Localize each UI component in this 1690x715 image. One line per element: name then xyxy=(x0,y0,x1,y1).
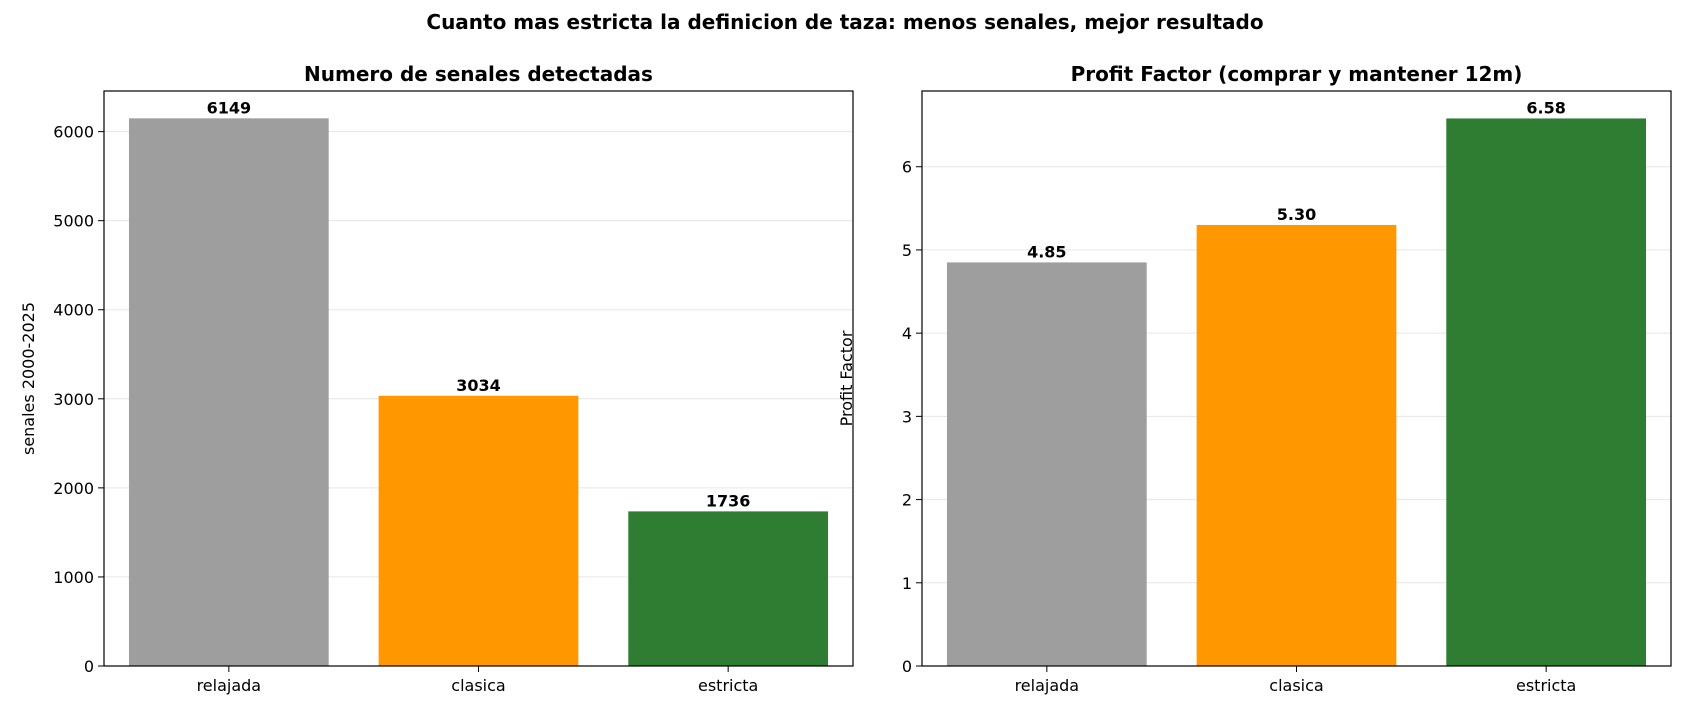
data-label: 6.58 xyxy=(1526,98,1565,117)
y-tick-label: 2000 xyxy=(53,479,94,498)
y-tick-label: 1 xyxy=(902,574,912,593)
y-tick-label: 0 xyxy=(902,657,912,676)
y-tick-label: 5000 xyxy=(53,212,94,231)
x-tick-label: estricta xyxy=(698,676,758,695)
axes-title: Numero de senales detectadas xyxy=(304,62,653,86)
x-tick-label: clasica xyxy=(1269,676,1323,695)
bar-signals-relajada xyxy=(128,118,329,667)
y-tick-label: 4 xyxy=(902,324,912,343)
y-tick-label: 4000 xyxy=(53,301,94,320)
y-tick-label: 3 xyxy=(902,407,912,426)
x-tick-label: clasica xyxy=(451,676,505,695)
data-label: 6149 xyxy=(207,98,252,117)
data-label: 4.85 xyxy=(1027,242,1066,261)
x-tick-label: estricta xyxy=(1516,676,1576,695)
figure-suptitle: Cuanto mas estricta la definicion de taz… xyxy=(426,10,1263,34)
y-axis-label: senales 2000-2025 xyxy=(19,302,38,455)
bar-signals-estricta xyxy=(628,511,829,666)
bar-profit-factor-clasica xyxy=(1196,224,1397,666)
bar-profit-factor-estricta xyxy=(1446,118,1647,666)
data-label: 3034 xyxy=(456,376,501,395)
bar-signals-clasica xyxy=(378,395,579,666)
y-tick-label: 5 xyxy=(902,241,912,260)
y-tick-label: 3000 xyxy=(53,390,94,409)
axes-title: Profit Factor (comprar y mantener 12m) xyxy=(1071,62,1523,86)
panel-profit-factor: 4.85 5.30 6.58 0 1 2 3 4 5 6 relajada clasica estric… xyxy=(837,62,1672,695)
x-tick-label: relajada xyxy=(197,676,262,695)
y-axis-label: Profit Factor xyxy=(837,330,856,426)
y-tick-label: 6 xyxy=(902,158,912,177)
y-tick-label: 2 xyxy=(902,491,912,510)
y-tick-label: 0 xyxy=(84,657,94,676)
data-label: 5.30 xyxy=(1277,205,1316,224)
data-label: 1736 xyxy=(706,491,751,510)
bar-profit-factor-relajada xyxy=(946,262,1147,666)
panel-signal-count: 6149 3034 1736 0 1000 2000 3000 4000 5000 6000 rel… xyxy=(19,62,854,695)
y-tick-label: 6000 xyxy=(53,123,94,142)
x-tick-label: relajada xyxy=(1015,676,1080,695)
y-tick-label: 1000 xyxy=(53,568,94,587)
